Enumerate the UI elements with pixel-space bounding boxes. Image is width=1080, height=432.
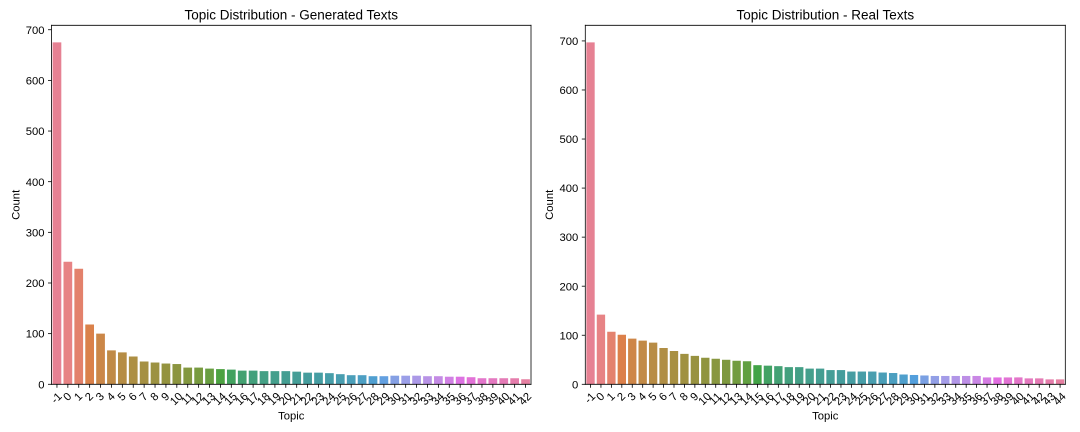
svg-text:700: 700 bbox=[560, 36, 579, 48]
svg-text:0: 0 bbox=[572, 379, 578, 391]
svg-text:300: 300 bbox=[26, 227, 45, 239]
svg-text:600: 600 bbox=[26, 75, 45, 87]
svg-text:Topic Distribution - Real Text: Topic Distribution - Real Texts bbox=[737, 7, 915, 22]
svg-text:400: 400 bbox=[560, 183, 579, 195]
svg-text:100: 100 bbox=[26, 329, 45, 341]
svg-text:300: 300 bbox=[560, 232, 579, 244]
svg-text:200: 200 bbox=[26, 278, 45, 290]
svg-text:Topic Distribution - Generated: Topic Distribution - Generated Texts bbox=[184, 7, 398, 22]
svg-text:600: 600 bbox=[560, 85, 579, 97]
svg-text:Topic: Topic bbox=[812, 411, 839, 423]
svg-text:500: 500 bbox=[26, 126, 45, 138]
svg-text:Count: Count bbox=[10, 189, 22, 220]
svg-text:Topic: Topic bbox=[278, 411, 305, 423]
svg-text:700: 700 bbox=[26, 25, 45, 37]
svg-text:100: 100 bbox=[560, 330, 579, 342]
svg-text:0: 0 bbox=[38, 379, 44, 391]
svg-text:400: 400 bbox=[26, 177, 45, 189]
svg-text:Count: Count bbox=[544, 189, 556, 220]
svg-text:500: 500 bbox=[560, 134, 579, 146]
svg-text:200: 200 bbox=[560, 281, 579, 293]
